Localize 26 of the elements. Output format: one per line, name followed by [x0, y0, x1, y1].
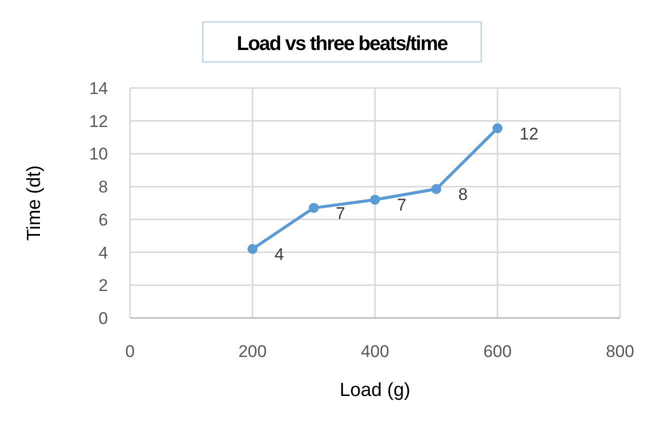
- point: [248, 244, 258, 254]
- y-tick-label: 10: [89, 144, 108, 164]
- y-tick-label: 2: [98, 276, 108, 296]
- y-tick-label: 14: [89, 79, 108, 98]
- y-axis-title: Time (dt): [24, 165, 45, 241]
- y-tick-label: 6: [98, 210, 108, 230]
- y-tick-label: 12: [89, 112, 108, 131]
- x-tick-label: 200: [238, 342, 267, 361]
- point: [492, 123, 502, 134]
- data-label: 12: [520, 124, 538, 144]
- y-tick-label: 4: [98, 243, 108, 262]
- x-axis-title: Load (g): [340, 380, 410, 401]
- point: [308, 202, 319, 213]
- data-label: 7: [397, 196, 406, 215]
- data-label: 7: [336, 204, 346, 223]
- x-tick-label: 0: [125, 342, 135, 361]
- chart-title: Load vs three beats/time: [236, 33, 448, 55]
- point: [370, 194, 380, 205]
- data-label: 4: [274, 245, 284, 264]
- point: [431, 184, 442, 194]
- y-tick-label: 8: [98, 178, 108, 197]
- x-tick-label: 600: [483, 342, 512, 361]
- x-tick-label: 400: [360, 342, 390, 361]
- x-tick-label: 800: [606, 342, 634, 361]
- y-tick-label: 0: [98, 309, 108, 328]
- data-label: 8: [458, 185, 468, 204]
